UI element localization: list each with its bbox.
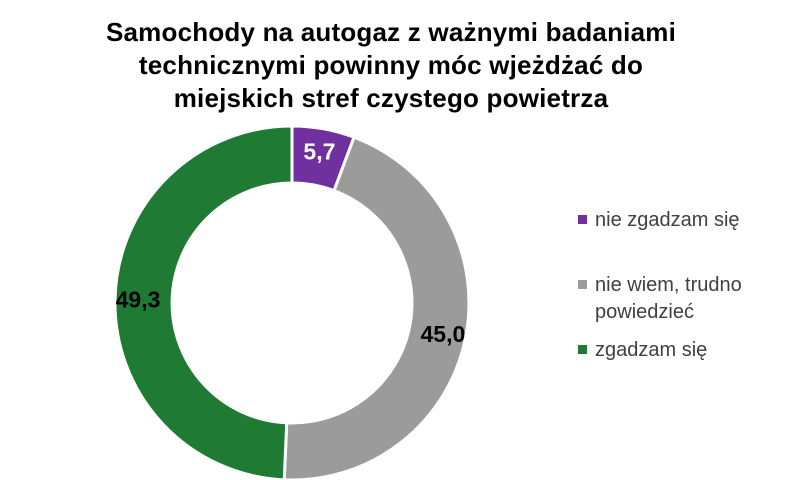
donut-slice-2 <box>282 135 471 480</box>
legend-item-nie-wiem: nie wiem, trudno powiedzieć <box>578 272 763 326</box>
chart-title-line-2: technicznymi powinny móc wjeżdżać do <box>138 50 644 80</box>
slice-value-label: 45,0 <box>421 321 466 347</box>
chart-title: Samochody na autogaz z ważnymi badaniami… <box>0 16 782 115</box>
legend-item-zgadzam-sie: zgadzam się <box>578 337 707 364</box>
legend-label: nie zgadzam się <box>595 209 740 231</box>
legend-label: zgadzam się <box>595 339 708 361</box>
slice-value-label: 5,7 <box>303 139 335 165</box>
legend-swatch-icon <box>578 345 587 354</box>
legend-swatch-icon <box>578 280 587 289</box>
legend-swatch-icon <box>578 215 587 224</box>
chart-title-line-3: miejskich stref czystego powietrza <box>173 83 609 113</box>
legend-label: nie wiem, trudno powiedzieć <box>595 274 742 323</box>
donut-slice-3 <box>113 124 294 480</box>
chart-title-line-1: Samochody na autogaz z ważnymi badaniami <box>105 17 676 47</box>
slice-value-label: 49,3 <box>116 287 161 313</box>
legend-item-nie-zgadzam-sie: nie zgadzam się <box>578 207 740 234</box>
